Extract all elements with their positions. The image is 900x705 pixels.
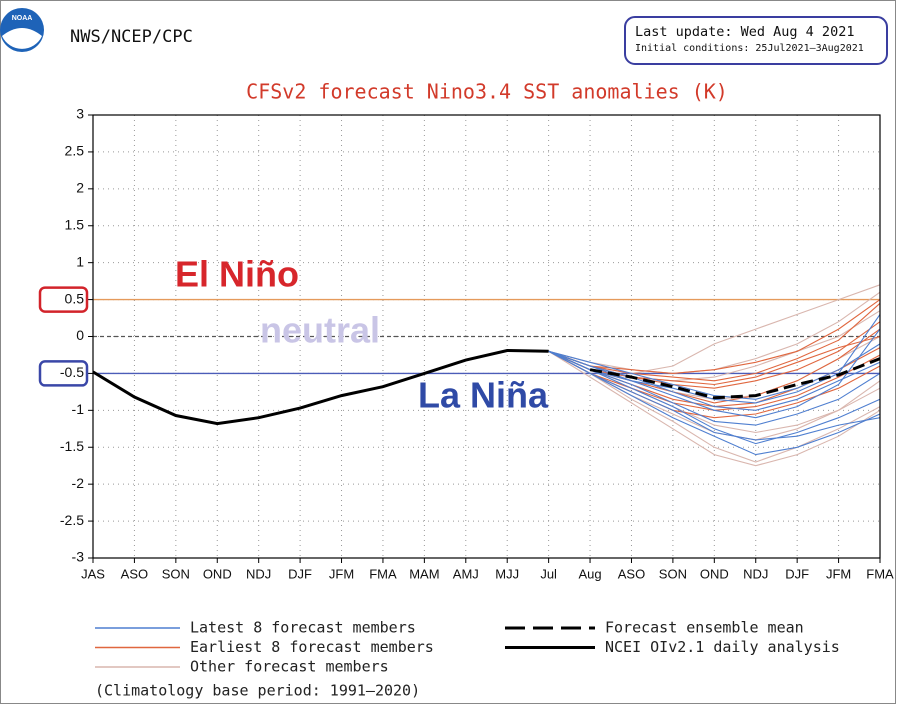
y-tick-label: -0.5	[60, 364, 84, 380]
x-tick-label: NDJ	[743, 566, 768, 581]
x-tick-label: SON	[162, 566, 190, 581]
member-line	[548, 350, 881, 445]
x-tick-label: JAS	[81, 566, 105, 581]
x-tick-label: JFM	[826, 566, 851, 581]
legend-label: Other forecast members	[190, 658, 389, 676]
tick-highlight	[38, 360, 89, 387]
series-line	[92, 348, 549, 426]
annotation: neutral	[260, 310, 380, 351]
y-tick-label: -1	[72, 401, 85, 417]
legend-label: Latest 8 forecast members	[190, 619, 416, 637]
series-line	[589, 357, 881, 400]
legend-label: NCEI OIv2.1 daily analysis	[605, 638, 840, 656]
member-line	[548, 321, 881, 389]
annotation: El Niño	[175, 254, 299, 295]
y-tick-label: 3	[76, 106, 84, 122]
member-line	[548, 328, 881, 419]
y-tick-label: 2.5	[65, 143, 85, 159]
y-tick-label: -3	[72, 549, 85, 565]
x-tick-label: Jul	[540, 566, 557, 581]
x-tick-label: Aug	[578, 566, 601, 581]
logo-text: NOAA	[12, 15, 33, 22]
x-tick-label: NDJ	[246, 566, 271, 581]
x-tick-label: FMA	[369, 566, 397, 581]
member-line	[548, 350, 881, 426]
update-box	[624, 16, 888, 65]
x-tick-label: ASO	[121, 566, 148, 581]
annotation: La Niña	[418, 375, 549, 416]
legend-label: Earliest 8 forecast members	[190, 638, 434, 656]
x-tick-label: JFM	[329, 566, 354, 581]
y-tick-label: -2.5	[60, 512, 84, 528]
x-tick-label: ASO	[618, 566, 645, 581]
agency: NWS/NCEP/CPC	[70, 27, 193, 47]
y-tick-label: 2	[76, 180, 84, 196]
x-tick-label: AMJ	[453, 566, 479, 581]
member-line	[548, 343, 881, 400]
y-tick-label: -1.5	[60, 438, 84, 454]
x-tick-label: DJF	[785, 566, 809, 581]
member-line	[548, 350, 881, 456]
x-tick-label: FMA	[866, 566, 894, 581]
member-line	[548, 350, 881, 441]
x-tick-label: OND	[203, 566, 232, 581]
note: (Climatology base period: 1991–2020)	[95, 682, 420, 700]
initial-conditions: Initial conditions: 25Jul2021–3Aug2021	[635, 43, 864, 54]
x-tick-label: SON	[659, 566, 687, 581]
y-tick-label: -2	[72, 475, 85, 491]
last-update: Last update: Wed Aug 4 2021	[635, 24, 854, 40]
y-tick-label: 1	[76, 253, 84, 269]
legend-label: Forecast ensemble mean	[605, 619, 804, 637]
member-line	[548, 302, 881, 382]
member-line	[548, 299, 881, 374]
tick-highlight	[38, 286, 89, 313]
x-tick-label: OND	[700, 566, 729, 581]
y-tick-label: 1.5	[65, 216, 85, 232]
member-line	[548, 350, 881, 467]
member-line	[548, 350, 881, 411]
x-tick-label: MAM	[409, 566, 439, 581]
x-tick-label: DJF	[288, 566, 312, 581]
y-tick-label: 0	[76, 327, 84, 343]
plot-frame	[92, 114, 881, 559]
y-tick-label: 0.5	[65, 290, 85, 306]
member-line	[548, 350, 881, 463]
logo-shape	[2, 28, 42, 49]
x-tick-label: MJJ	[495, 566, 519, 581]
chart-title: CFSv2 forecast Nino3.4 SST anomalies (K)	[246, 80, 728, 104]
